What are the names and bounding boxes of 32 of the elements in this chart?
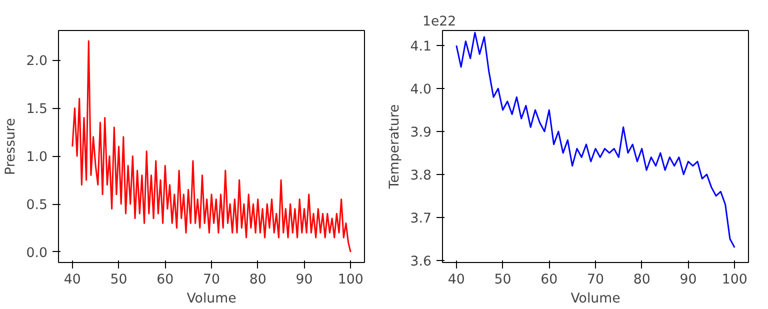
x-tick-label: 50 xyxy=(110,272,128,288)
y-tick-label: 4.0 xyxy=(410,82,432,98)
y-tick-label: 0.5 xyxy=(26,198,48,214)
y-tick-label: 1.0 xyxy=(26,150,48,166)
y-tick-label: 0.0 xyxy=(26,246,48,261)
x-tick-label: 100 xyxy=(722,272,748,288)
y-tick-label: 3.9 xyxy=(410,125,432,140)
x-tick-label: 60 xyxy=(540,272,558,288)
x-tick-label: 70 xyxy=(587,272,604,288)
y-tick-label: 3.6 xyxy=(410,254,432,270)
x-tick-label: 90 xyxy=(680,272,697,288)
y-tick-label: 1.5 xyxy=(26,102,48,118)
y-axis-title: Temperature xyxy=(387,104,402,190)
y-tick-label: 2.0 xyxy=(26,54,48,70)
x-tick-label: 40 xyxy=(64,272,81,288)
line-series xyxy=(72,40,352,253)
x-axis-title: Volume xyxy=(570,292,620,306)
x-tick-label: 90 xyxy=(296,272,313,288)
x-tick-label: 40 xyxy=(448,272,465,288)
text: 1e22 xyxy=(422,14,456,30)
line-series xyxy=(456,32,736,248)
y-axis-title: Pressure xyxy=(3,118,18,175)
x-tick-label: 60 xyxy=(156,272,174,288)
x-tick-label: 50 xyxy=(494,272,512,288)
x-axis-title: Volume xyxy=(186,292,236,306)
x-tick-label: 70 xyxy=(203,272,220,288)
y-tick-label: 3.8 xyxy=(410,168,432,184)
x-tick-label: 100 xyxy=(338,272,364,288)
x-tick-label: 80 xyxy=(633,272,650,288)
y-tick-label: 4.1 xyxy=(410,40,432,55)
x-tick-label: 80 xyxy=(249,272,266,288)
y-tick-label: 3.7 xyxy=(410,211,432,226)
